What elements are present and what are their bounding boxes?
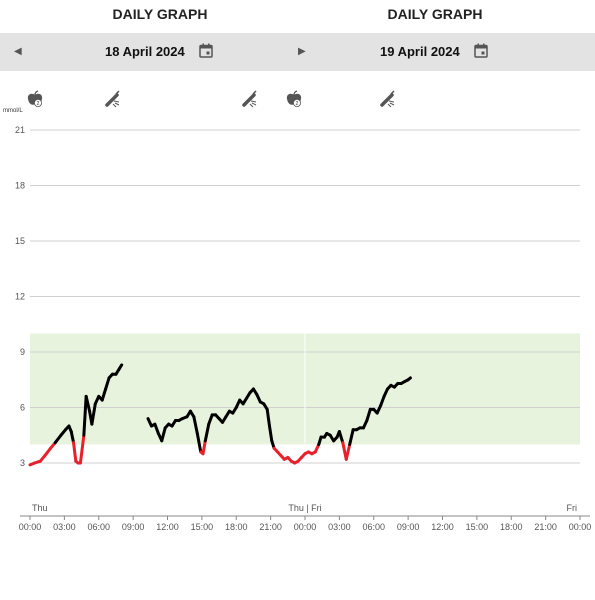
glucose-segment [72, 441, 78, 463]
y-tick-label: 3 [20, 458, 25, 468]
glucose-segment [160, 426, 167, 443]
glucose-segment [379, 394, 386, 408]
date-navigation-bar: ◀ 18 April 2024 ▶ 19 April 2024 [0, 33, 595, 71]
y-tick-label: 15 [15, 236, 25, 246]
chevron-right-icon[interactable]: ▶ [298, 46, 306, 57]
glucose-segment [337, 430, 345, 445]
insulin-pen-icon[interactable] [104, 90, 122, 108]
left-panel-title: DAILY GRAPH [112, 6, 208, 22]
glucose-segment [104, 376, 111, 391]
left-date-label[interactable]: 18 April 2024 [105, 44, 185, 59]
x-tick-label: 15:00 [191, 522, 214, 532]
glucose-segment [267, 424, 274, 443]
x-tick-label: 21:00 [259, 522, 282, 532]
glucose-segment [153, 422, 160, 435]
x-tick-label: 12:00 [431, 522, 454, 532]
right-panel-title: DAILY GRAPH [387, 6, 483, 22]
y-tick-label: 9 [20, 347, 25, 357]
glucose-segment [43, 446, 53, 458]
glucose-segment [69, 430, 76, 445]
glucose-segment [100, 387, 108, 402]
y-tick-label: 18 [15, 181, 25, 191]
y-tick-label: 12 [15, 292, 25, 302]
apple-icon[interactable]: 2 [285, 90, 303, 108]
day-label: Thu [32, 503, 48, 513]
glucose-segment [201, 439, 207, 456]
glucose-segment [117, 363, 124, 371]
chevron-left-icon[interactable]: ◀ [14, 46, 22, 57]
meal-count: 2 [296, 101, 299, 107]
x-tick-label: 09:00 [122, 522, 145, 532]
glucose-segment [192, 415, 199, 435]
y-tick-label: 6 [20, 403, 25, 413]
calendar-icon[interactable] [474, 43, 488, 58]
glucose-segment [53, 433, 63, 445]
x-tick-label: 18:00 [500, 522, 523, 532]
glucose-segment [82, 394, 88, 437]
apple-icon[interactable]: 2 [26, 90, 44, 108]
right-date-label[interactable]: 19 April 2024 [380, 44, 460, 59]
insulin-pen-icon[interactable] [241, 90, 259, 108]
glucose-segment [265, 407, 271, 428]
glucose-segment [195, 431, 203, 454]
glucose-segment [84, 394, 92, 413]
x-tick-label: 06:00 [362, 522, 385, 532]
x-tick-label: 00:00 [19, 522, 42, 532]
glucose-segment [365, 407, 372, 422]
glucose-segment [90, 402, 97, 426]
x-tick-label: 18:00 [225, 522, 248, 532]
y-tick-label: 21 [15, 125, 25, 135]
glucose-segment [406, 376, 412, 382]
x-tick-label: 03:00 [53, 522, 76, 532]
x-tick-label: 15:00 [466, 522, 489, 532]
glucose-segment [207, 413, 214, 426]
day-label: Fri [567, 503, 578, 513]
x-tick-label: 00:00 [294, 522, 317, 532]
meal-count: 2 [37, 101, 40, 107]
x-tick-label: 09:00 [397, 522, 420, 532]
glucose-segment [344, 443, 352, 461]
glucose-segment [348, 428, 355, 446]
day-label: Thu | Fri [288, 503, 321, 513]
glucose-segment [203, 422, 211, 443]
x-tick-label: 21:00 [534, 522, 557, 532]
x-tick-label: 00:00 [569, 522, 592, 532]
insulin-pen-icon[interactable] [379, 90, 397, 108]
glucose-segment [78, 433, 86, 465]
y-axis-unit: mmol/L [3, 108, 23, 114]
x-tick-label: 03:00 [328, 522, 351, 532]
x-tick-label: 12:00 [156, 522, 179, 532]
calendar-icon[interactable] [199, 43, 213, 58]
x-tick-label: 06:00 [87, 522, 110, 532]
